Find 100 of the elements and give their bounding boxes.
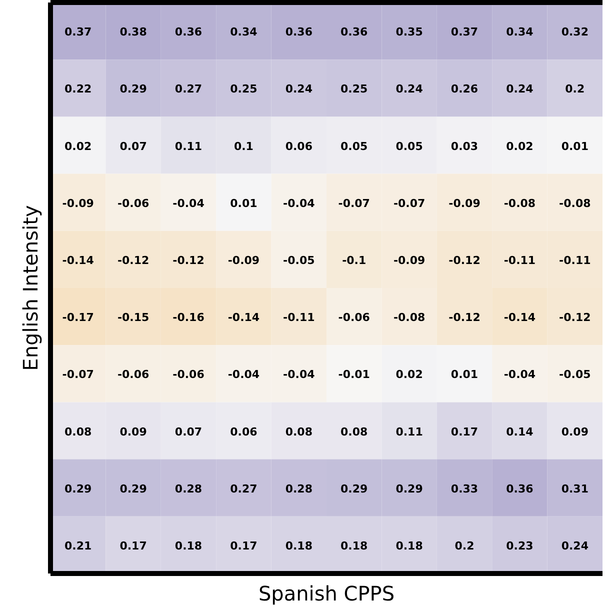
data-label: 0.34 [506,26,534,39]
data-label: 0.36 [285,26,313,39]
data-label: 0.33 [450,482,478,496]
data-label: -0.09 [228,254,260,267]
data-label: -0.04 [283,368,316,382]
data-label: 0.18 [285,539,312,552]
data-label: 0.29 [64,482,92,496]
data-label: -0.07 [62,368,94,382]
data-label: -0.08 [504,196,536,210]
data-label: 0.29 [340,482,368,496]
data-label: -0.08 [559,196,591,210]
data-label: 0.01 [450,368,478,382]
data-label: -0.12 [172,254,204,267]
data-label: 0.14 [506,425,534,438]
data-label: 0.24 [506,82,534,96]
data-label: 0.09 [561,425,588,438]
data-label: -0.07 [338,196,370,210]
data-label: -0.04 [228,368,260,382]
data-label: 0.24 [561,539,589,552]
data-label: 0.07 [120,140,147,153]
data-label: -0.09 [393,254,426,267]
data-label: 0.2 [565,82,585,96]
data-label: 0.1 [234,140,254,153]
data-label: 0.28 [174,482,202,496]
data-label: -0.06 [172,368,205,382]
data-label: -0.04 [283,196,316,210]
data-label: 0.08 [285,425,312,438]
data-label: 0.29 [120,82,147,96]
data-label: 0.23 [506,539,534,552]
data-label: 0.18 [396,539,423,552]
data-label: 0.22 [64,82,92,96]
data-label: 0.09 [120,425,147,438]
data-label: 0.17 [450,425,478,438]
data-label: 0.05 [340,140,368,153]
data-label: 0.02 [64,140,92,153]
data-label: 0.01 [230,196,258,210]
data-label: -0.12 [559,311,591,324]
data-label: -0.06 [338,311,370,324]
data-label: 0.08 [340,425,368,438]
data-label: 0.08 [64,425,92,438]
data-label: 0.11 [174,140,202,153]
data-label: -0.15 [117,311,150,324]
data-label: -0.16 [172,311,205,324]
data-label: 0.2 [454,539,474,552]
data-label: -0.11 [283,311,315,324]
data-label: 0.32 [561,26,588,39]
data-label: 0.37 [64,26,92,39]
data-label: 0.38 [120,26,147,39]
data-label: 0.37 [450,26,478,39]
data-label: 0.27 [174,82,202,96]
data-label: 0.03 [450,140,478,153]
data-label: 0.02 [396,368,423,382]
data-label: 0.36 [340,26,368,39]
data-label: -0.07 [393,196,426,210]
data-label: 0.24 [285,82,313,96]
x-axis-title: Spanish CPPS [258,582,395,606]
data-label: 0.06 [285,140,313,153]
data-label: -0.06 [117,368,150,382]
data-label: -0.17 [62,311,94,324]
data-label: 0.29 [120,482,147,496]
data-label: 0.26 [450,82,478,96]
data-label: -0.08 [393,311,426,324]
data-label: 0.27 [230,482,258,496]
data-label: 0.11 [396,425,423,438]
data-label: -0.04 [504,368,536,382]
data-label: -0.09 [62,196,94,210]
data-label: 0.01 [561,140,588,153]
data-label: 0.02 [506,140,534,153]
data-label: -0.12 [448,311,480,324]
data-label: -0.09 [448,196,480,210]
data-label: 0.18 [174,539,202,552]
data-label: 0.35 [396,26,423,39]
data-label: 0.25 [340,82,368,96]
data-label: 0.24 [396,82,424,96]
data-label: -0.14 [504,311,536,324]
data-label: 0.17 [230,539,258,552]
data-label: 0.05 [396,140,423,153]
data-label: -0.05 [559,368,591,382]
data-label: 0.36 [174,26,202,39]
data-label: 0.21 [64,539,92,552]
data-label: -0.05 [283,254,315,267]
data-label: 0.07 [174,425,202,438]
data-label: 0.34 [230,26,258,39]
data-label: -0.12 [117,254,150,267]
data-label: 0.18 [340,539,368,552]
data-label: 0.29 [396,482,423,496]
data-label: 0.31 [561,482,588,496]
data-label: 0.28 [285,482,312,496]
data-label: -0.06 [117,196,150,210]
data-label: 0.17 [120,539,147,552]
data-label: 0.36 [506,482,534,496]
data-label: -0.11 [504,254,536,267]
data-label: -0.14 [62,254,94,267]
data-label: 0.06 [230,425,258,438]
data-label: -0.12 [448,254,480,267]
data-label: -0.11 [559,254,591,267]
data-label: 0.25 [230,82,258,96]
data-label: -0.1 [342,254,366,267]
y-axis-title: English Intensity [18,205,42,371]
data-label: -0.01 [338,368,370,382]
